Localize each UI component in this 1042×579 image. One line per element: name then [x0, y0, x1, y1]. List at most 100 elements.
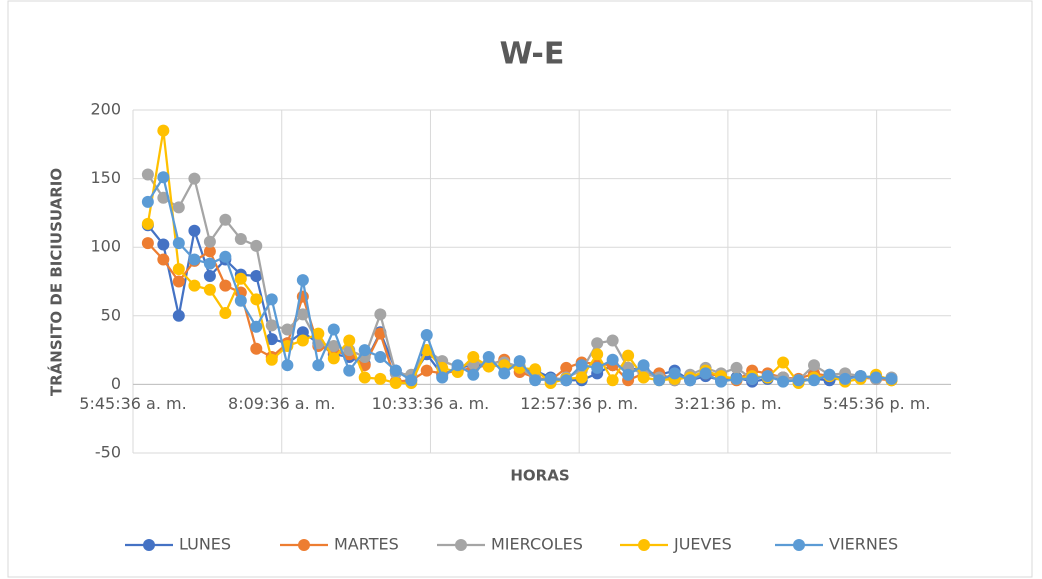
data-point [172, 275, 185, 288]
data-point [296, 326, 309, 339]
data-point [358, 371, 371, 384]
data-point [296, 274, 309, 287]
data-point [203, 245, 216, 258]
data-point [870, 371, 883, 384]
data-point [358, 344, 371, 357]
data-point [203, 270, 216, 283]
legend-marker [638, 539, 650, 551]
data-point [188, 172, 201, 185]
legend-marker [793, 539, 805, 551]
data-point [591, 361, 604, 374]
x-tick-label: 3:21:36 p. m. [674, 394, 782, 413]
data-point [839, 372, 852, 385]
data-point [467, 368, 480, 381]
data-point [482, 350, 495, 363]
data-point [312, 327, 325, 340]
data-point [250, 239, 263, 252]
data-point [157, 124, 170, 137]
data-point [219, 307, 232, 320]
data-point [606, 334, 619, 347]
data-point [265, 319, 278, 332]
data-point [746, 372, 759, 385]
data-point [188, 224, 201, 237]
data-point [730, 361, 743, 374]
data-point [188, 279, 201, 292]
data-point [172, 201, 185, 214]
x-tick-label: 12:57:36 p. m. [520, 394, 638, 413]
data-point [296, 334, 309, 347]
data-point [684, 374, 697, 387]
data-point [374, 308, 387, 321]
data-point [622, 349, 635, 362]
data-point [141, 217, 154, 230]
data-point [203, 257, 216, 270]
data-point [498, 367, 511, 380]
chart-frame [7, 0, 1033, 578]
data-point [637, 359, 650, 372]
y-tick-label: 50 [101, 305, 121, 324]
legend-label: JUEVES [673, 535, 732, 554]
data-point [312, 359, 325, 372]
data-point [498, 359, 511, 372]
data-point [885, 372, 898, 385]
data-point [188, 253, 201, 266]
legend-label: LUNES [179, 535, 231, 554]
data-point [157, 171, 170, 184]
data-point [157, 253, 170, 266]
y-tick-label: 150 [90, 168, 121, 187]
data-point [250, 342, 263, 355]
y-tick-label: 200 [90, 100, 121, 119]
data-point [374, 327, 387, 340]
data-point [451, 359, 464, 372]
data-point [606, 353, 619, 366]
data-point [529, 374, 542, 387]
data-point [265, 333, 278, 346]
data-point [668, 367, 681, 380]
data-point [250, 270, 263, 283]
data-point [265, 353, 278, 366]
legend-marker [455, 539, 467, 551]
data-point [823, 368, 836, 381]
data-point [699, 367, 712, 380]
data-point [219, 250, 232, 263]
data-point [560, 374, 573, 387]
data-point [157, 238, 170, 251]
data-point [606, 374, 619, 387]
data-point [420, 329, 433, 342]
data-point [203, 235, 216, 248]
data-point [436, 371, 449, 384]
data-point [203, 283, 216, 296]
x-tick-label: 8:09:36 a. m. [228, 394, 335, 413]
data-point [172, 309, 185, 322]
data-point [219, 213, 232, 226]
data-point [141, 237, 154, 250]
y-tick-label: -50 [95, 443, 121, 462]
data-point [343, 334, 356, 347]
data-point [296, 308, 309, 321]
data-point [234, 294, 247, 307]
data-point [637, 371, 650, 384]
data-point [389, 377, 402, 390]
x-tick-label: 10:33:36 a. m. [372, 394, 490, 413]
legend-label: MIERCOLES [491, 535, 583, 554]
data-point [467, 350, 480, 363]
data-point [172, 263, 185, 276]
data-point [172, 237, 185, 250]
data-point [854, 370, 867, 383]
data-point [281, 323, 294, 336]
data-point [343, 364, 356, 377]
data-point [808, 359, 821, 372]
legend-marker [143, 539, 155, 551]
y-tick-label: 100 [90, 237, 121, 256]
data-point [761, 370, 774, 383]
data-point [808, 374, 821, 387]
data-point [420, 364, 433, 377]
data-point [250, 293, 263, 306]
data-point [792, 374, 805, 387]
x-tick-label: 5:45:36 p. m. [823, 394, 931, 413]
y-axis-label: TRÁNSITO DE BICIUSUARIO [47, 168, 66, 396]
data-point [234, 232, 247, 245]
data-point [777, 375, 790, 388]
x-tick-label: 5:45:36 a. m. [79, 394, 186, 413]
x-axis-label: HORAS [510, 467, 569, 485]
